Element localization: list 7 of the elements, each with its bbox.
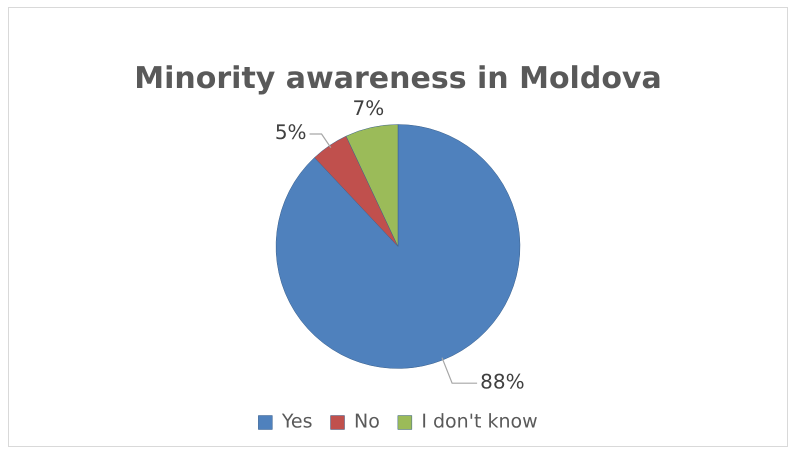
legend-label: Yes xyxy=(280,410,313,432)
chart-title: Minority awareness in Moldova xyxy=(134,60,662,96)
data-label: 7% xyxy=(352,96,384,120)
legend-label: I don't know xyxy=(421,410,538,432)
legend-label: No xyxy=(354,410,380,432)
data-label: 5% xyxy=(274,120,307,144)
data-label: 88% xyxy=(480,369,525,394)
